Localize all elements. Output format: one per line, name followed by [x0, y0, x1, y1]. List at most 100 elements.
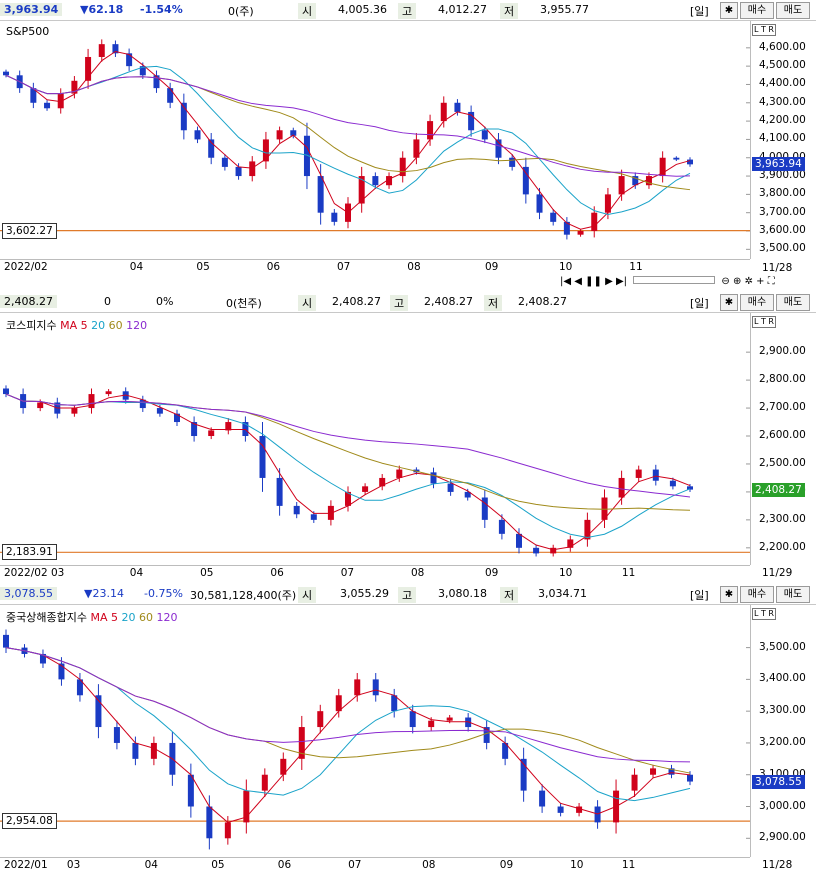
period-button[interactable]: [일] — [690, 5, 709, 18]
date-tick: 04 — [144, 859, 158, 871]
candle-body — [345, 491, 351, 506]
open-label: 시 — [298, 3, 317, 19]
sell-button[interactable]: 매도 — [776, 586, 810, 603]
scroll-first-button[interactable]: |◀ — [560, 276, 572, 287]
date-tick: 09 — [485, 567, 499, 579]
pause-button[interactable]: ❚❚ — [585, 276, 602, 287]
quote-header: 3,078.55 ▼23.14 -0.75% 30,581,128,400(주)… — [0, 584, 816, 605]
sp500-chart-svg — [0, 39, 750, 250]
legend-ma20: 20 — [121, 611, 136, 624]
high-label: 고 — [398, 3, 417, 19]
zoom-in-icon[interactable]: ⊕ — [733, 276, 742, 287]
candle-body — [557, 806, 564, 813]
candle-body — [249, 161, 256, 177]
candle-body — [576, 806, 583, 813]
candle-body — [331, 212, 338, 222]
fit-icon[interactable]: ⛶ — [767, 276, 775, 287]
current-price-tag: 3,078.55 — [752, 774, 805, 789]
candle-body — [156, 408, 163, 414]
buy-button[interactable]: 매수 — [740, 294, 774, 311]
candle-body — [187, 774, 194, 807]
candle-body — [276, 477, 283, 506]
sp500-plot[interactable]: S&P500 — [0, 21, 750, 259]
last-price: 2,408.27 — [0, 295, 57, 308]
kospi-plot[interactable]: 코스피지수 MA 5 20 60 120 — [0, 313, 750, 565]
change: 0 — [104, 295, 111, 308]
settings-icon[interactable]: ✱ — [720, 2, 738, 19]
quote-header: 3,963.94 ▼62.18 -1.54% 0(주) 시 4,005.36 고… — [0, 0, 816, 21]
scroll-last-button[interactable]: ▶| — [615, 276, 628, 287]
price-tick: 3,400.00 — [759, 672, 806, 685]
price-tick: 3,900.00 — [759, 169, 806, 182]
kospi-chart-svg — [0, 351, 750, 557]
candle-body — [113, 727, 120, 743]
buy-button[interactable]: 매수 — [740, 586, 774, 603]
period-button[interactable]: [일] — [690, 297, 709, 310]
settings-icon[interactable]: ✱ — [720, 586, 738, 603]
date-tick: 10 — [570, 859, 584, 871]
candle-body — [208, 430, 215, 437]
date-tick: 10 — [559, 261, 573, 273]
shanghai-panel: 3,078.55 ▼23.14 -0.75% 30,581,128,400(주)… — [0, 584, 816, 875]
sell-button[interactable]: 매도 — [776, 2, 810, 19]
high-value: 2,408.27 — [424, 295, 473, 308]
candle-body — [280, 758, 287, 775]
ltr-toggle[interactable]: L T R — [752, 24, 776, 36]
ma120-line — [5, 393, 691, 498]
title-text: 중국상해종합지수 — [6, 611, 87, 624]
change-pct: -0.75% — [144, 587, 183, 600]
sell-button[interactable]: 매도 — [776, 294, 810, 311]
shanghai-plot[interactable]: 중국상해종합지수 MA 5 20 60 120 — [0, 605, 750, 857]
candle-body — [687, 774, 693, 782]
date-axis: 2022/02 04 05 06 07 08 09 10 11 — [0, 259, 750, 276]
zoom-out-icon[interactable]: ⊖ — [721, 276, 730, 287]
ma120-line — [5, 647, 691, 763]
scroll-slider[interactable] — [633, 276, 716, 284]
candle-body — [37, 402, 44, 409]
candle-body — [632, 176, 639, 186]
candle-body — [430, 472, 437, 484]
candle-body — [290, 130, 297, 136]
candle-body — [194, 130, 201, 140]
high-label: 고 — [398, 587, 417, 603]
scroll-prev-button[interactable]: ◀ — [574, 276, 582, 287]
price-tick: 2,300.00 — [759, 512, 806, 525]
open-value: 2,408.27 — [332, 295, 381, 308]
price-axis[interactable]: 2,900.00 2,800.00 2,700.00 2,600.00 2,500.00… — [750, 313, 816, 565]
candle-body — [3, 71, 9, 76]
legend-ma5: 5 — [80, 319, 88, 332]
candle-body — [567, 539, 574, 548]
candle-body — [167, 88, 174, 103]
candle-body — [618, 176, 625, 195]
price-axis[interactable]: 4,600.00 4,500.00 4,400.00 4,300.00 4,200.00… — [750, 21, 816, 259]
candle-body — [180, 102, 187, 131]
ltr-toggle[interactable]: L T R — [752, 608, 776, 620]
date-end: 11/29 — [762, 567, 793, 579]
candle-body — [95, 695, 102, 728]
date-tick: 05 — [211, 859, 225, 871]
price-tick: 3,200.00 — [759, 735, 806, 748]
plus-icon[interactable]: + — [756, 276, 765, 287]
period-button[interactable]: [일] — [690, 589, 709, 602]
scroll-next-button[interactable]: ▶ — [605, 276, 613, 287]
ltr-toggle[interactable]: L T R — [752, 316, 776, 328]
volume: 0(주) — [228, 5, 254, 18]
date-tick: 08 — [411, 567, 425, 579]
price-axis[interactable]: 3,500.003,400.003,300.003,200.003,100.00… — [750, 605, 816, 857]
candle-body — [224, 822, 231, 839]
date-end: 11/28 — [762, 262, 793, 274]
settings-icon[interactable]: ✱ — [720, 294, 738, 311]
buy-button[interactable]: 매수 — [740, 2, 774, 19]
candle-body — [221, 157, 228, 167]
candle-body — [85, 56, 92, 81]
candle-body — [39, 653, 46, 664]
candle-body — [601, 497, 608, 520]
candle-body — [98, 44, 105, 57]
price-tick: 2,900.00 — [759, 345, 806, 358]
date-tick: 11 — [621, 859, 636, 871]
candle-body — [105, 391, 112, 395]
candle-body — [57, 93, 64, 109]
gear-icon[interactable]: ✲ — [744, 276, 753, 287]
legend-ma60: 60 — [138, 611, 153, 624]
title-text: 코스피지수 — [6, 319, 57, 332]
